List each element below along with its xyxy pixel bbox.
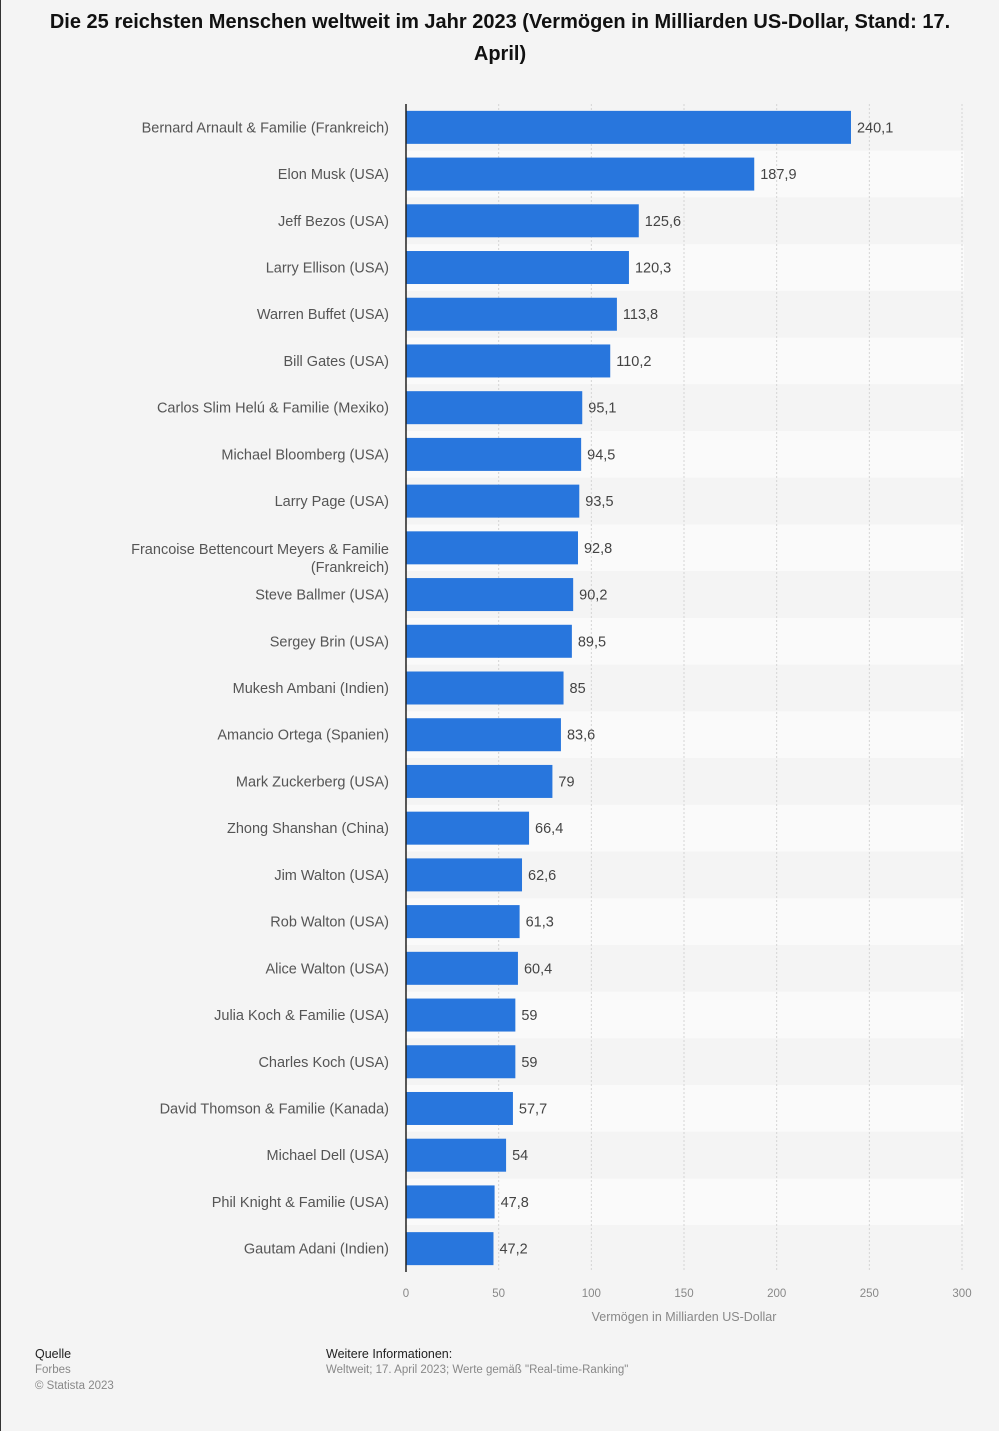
category-label: Zhong Shanshan (China) xyxy=(227,821,389,837)
bar xyxy=(406,297,617,331)
bar xyxy=(406,1045,516,1079)
x-tick-label: 250 xyxy=(860,1288,879,1300)
bar xyxy=(406,998,516,1032)
data-label: 79 xyxy=(558,774,574,790)
bar xyxy=(406,344,611,378)
data-label: 85 xyxy=(570,681,586,697)
category-label: Bernard Arnault & Familie (Frankreich) xyxy=(142,120,389,136)
category-label: Mukesh Ambani (Indien) xyxy=(233,681,389,697)
data-label: 89,5 xyxy=(578,634,606,650)
bar xyxy=(406,531,578,565)
data-label: 59 xyxy=(521,1008,537,1024)
bar xyxy=(406,764,553,798)
category-label: Bill Gates (USA) xyxy=(283,354,389,370)
data-label: 113,8 xyxy=(623,307,658,323)
bar xyxy=(406,110,851,144)
data-label: 120,3 xyxy=(635,261,671,277)
data-label: 57,7 xyxy=(519,1101,547,1117)
category-label: Larry Page (USA) xyxy=(275,494,389,510)
source-block: Quelle Forbes © Statista 2023 xyxy=(35,1346,114,1394)
data-label: 94,5 xyxy=(587,447,615,463)
category-label: Jeff Bezos (USA) xyxy=(278,214,389,230)
category-label: Steve Ballmer (USA) xyxy=(255,588,389,604)
bar xyxy=(406,811,530,845)
x-tick-label: 50 xyxy=(492,1288,505,1300)
category-label: Francoise Bettencourt Meyers & Familie xyxy=(131,542,389,558)
bar xyxy=(406,858,523,892)
category-label: David Thomson & Familie (Kanada) xyxy=(160,1101,389,1117)
bar xyxy=(406,157,755,191)
bar-chart: 0 50 100 150 200 250 300 240,1 Bernard Arnault &… xyxy=(131,104,972,1324)
bar xyxy=(406,578,574,612)
x-tick-label: 0 xyxy=(403,1288,409,1300)
data-label: 93,5 xyxy=(585,494,613,510)
bar xyxy=(406,905,520,939)
category-label: Julia Koch & Familie (USA) xyxy=(214,1008,389,1024)
data-label: 47,2 xyxy=(499,1242,527,1258)
category-label: Charles Koch (USA) xyxy=(258,1055,389,1071)
data-label: 60,4 xyxy=(524,961,552,977)
category-label: Jim Walton (USA) xyxy=(274,868,389,884)
bar xyxy=(406,1232,494,1266)
source-heading: Quelle xyxy=(35,1347,72,1361)
category-label: Michael Dell (USA) xyxy=(267,1148,389,1164)
category-label: Sergey Brin (USA) xyxy=(270,634,389,650)
category-label: Amancio Ortega (Spanien) xyxy=(217,728,389,744)
chart-title: Die 25 reichsten Menschen weltweit im Ja… xyxy=(49,11,951,65)
x-tick-label: 200 xyxy=(767,1288,786,1300)
data-label: 95,1 xyxy=(588,401,616,417)
category-label: Mark Zuckerberg (USA) xyxy=(236,774,389,790)
data-label: 47,8 xyxy=(501,1195,529,1211)
category-label: Phil Knight & Familie (USA) xyxy=(212,1195,389,1211)
category-label: Alice Walton (USA) xyxy=(265,961,389,977)
bar xyxy=(406,204,639,238)
data-label: 59 xyxy=(521,1055,537,1071)
bar xyxy=(406,1091,513,1125)
bar xyxy=(406,624,572,658)
info-heading: Weitere Informationen: xyxy=(326,1347,453,1361)
category-label: Gautam Adani (Indien) xyxy=(244,1242,389,1258)
data-label: 125,6 xyxy=(645,214,681,230)
x-tick-label: 150 xyxy=(674,1288,693,1300)
bar xyxy=(406,437,582,471)
bar xyxy=(406,718,561,752)
source-text: Forbes xyxy=(35,1364,71,1376)
bar xyxy=(406,951,518,985)
data-label: 61,3 xyxy=(526,915,554,931)
copyright: © Statista 2023 xyxy=(35,1380,114,1392)
data-label: 62,6 xyxy=(528,868,556,884)
bar xyxy=(406,671,564,705)
data-label: 54 xyxy=(512,1148,528,1164)
category-label: Michael Bloomberg (USA) xyxy=(221,447,389,463)
data-label: 240,1 xyxy=(857,120,893,136)
bar xyxy=(406,484,580,518)
data-label: 90,2 xyxy=(579,588,607,604)
x-axis-label: Vermögen in Milliarden US-Dollar xyxy=(592,1310,777,1324)
category-label: Warren Buffet (USA) xyxy=(257,307,389,323)
info-text: Weltweit; 17. April 2023; Werte gemäß "R… xyxy=(326,1364,629,1376)
x-tick-label: 100 xyxy=(582,1288,601,1300)
category-label: Larry Ellison (USA) xyxy=(266,261,389,277)
info-block: Weitere Informationen: Weltweit; 17. Apr… xyxy=(326,1346,628,1378)
data-label: 110,2 xyxy=(616,354,651,370)
category-label: Rob Walton (USA) xyxy=(270,915,389,931)
bar xyxy=(406,1138,507,1172)
data-label: 187,9 xyxy=(760,167,796,183)
x-tick-label: 300 xyxy=(952,1288,971,1300)
category-label: (Frankreich) xyxy=(311,560,389,576)
bar xyxy=(406,1185,495,1219)
data-label: 83,6 xyxy=(567,728,595,744)
category-label: Elon Musk (USA) xyxy=(278,167,389,183)
bar xyxy=(406,251,629,285)
data-label: 66,4 xyxy=(535,821,563,837)
category-label: Carlos Slim Helú & Familie (Mexiko) xyxy=(157,401,389,417)
bar xyxy=(406,391,583,425)
data-label: 92,8 xyxy=(584,541,612,557)
